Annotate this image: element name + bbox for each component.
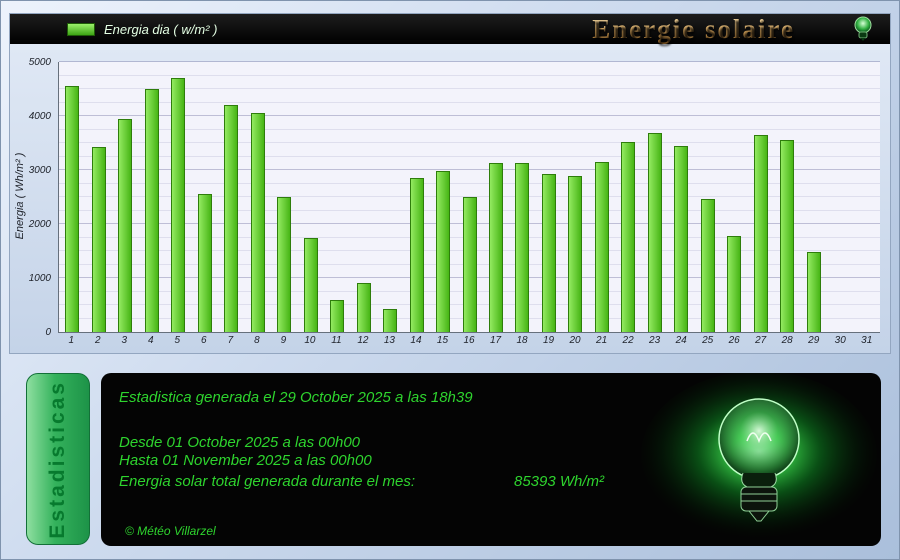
bar-day-15 <box>436 171 451 332</box>
x-tick-label: 14 <box>410 335 422 346</box>
bar-day-13 <box>383 308 398 332</box>
x-tick-label: 24 <box>675 335 687 346</box>
stats-total-label: Energia solar total generada durante el … <box>119 473 416 490</box>
x-tick-label: 13 <box>383 335 395 346</box>
bar-day-7 <box>224 105 239 332</box>
bar-day-20 <box>568 175 583 332</box>
bar-day-17 <box>488 162 503 332</box>
bar-day-29 <box>806 252 821 332</box>
x-tick-label: 5 <box>174 335 181 346</box>
bar-day-10 <box>303 237 318 332</box>
x-tick-label: 10 <box>304 335 316 346</box>
bar-day-19 <box>541 173 556 332</box>
x-tick-label: 15 <box>436 335 449 346</box>
bar-day-28 <box>780 139 795 332</box>
bar-day-27 <box>753 134 768 332</box>
chart-header: Energia dia ( w/m² ) Energie solaire <box>10 14 890 44</box>
y-tick-label: 2000 <box>28 219 51 230</box>
x-tick-label: 21 <box>596 335 608 346</box>
x-tick-label: 6 <box>201 335 207 346</box>
bar-day-14 <box>409 178 424 332</box>
x-tick-label: 25 <box>702 335 714 346</box>
x-tick-label: 9 <box>280 335 287 346</box>
stats-panel: Estadistica generada el 29 October 2025 … <box>101 373 881 546</box>
x-tick-label: 28 <box>781 335 793 346</box>
x-axis-ticks: 1 2 3 4 5 6 7 8 9 10 11 12 13 14 15 16 17 18 19 20 21 22 23 24 2… <box>58 335 880 351</box>
x-tick-label: 20 <box>569 335 581 346</box>
y-tick-label: 0 <box>45 327 51 338</box>
x-tick-label: 18 <box>516 335 528 346</box>
bulb-icon <box>850 15 876 43</box>
stats-generated-line: Estadistica generada el 29 October 2025 … <box>119 389 473 406</box>
x-tick-label: 31 <box>861 335 873 346</box>
stats-tab[interactable]: Estadisticas <box>26 373 90 545</box>
y-tick-label: 5000 <box>28 57 51 68</box>
bar-day-21 <box>594 161 609 332</box>
y-tick-label: 1000 <box>28 273 51 284</box>
x-tick-label: 30 <box>834 335 846 346</box>
chart-body: Energia ( Wh/m² ) 0 1000 2000 3000 4000 5000 … <box>10 44 890 353</box>
bar-day-22 <box>621 141 636 332</box>
legend-swatch <box>67 22 95 36</box>
x-tick-label: 16 <box>463 335 475 346</box>
bar-day-6 <box>197 194 212 332</box>
x-tick-label: 26 <box>728 335 740 346</box>
bar-day-25 <box>700 198 715 332</box>
x-tick-label: 17 <box>489 335 502 346</box>
x-tick-label: 3 <box>121 335 128 346</box>
bar-day-24 <box>674 145 689 332</box>
legend-label: Energia dia ( w/m² ) <box>104 21 218 37</box>
x-tick-label: 22 <box>622 335 634 346</box>
bar-day-9 <box>277 197 292 332</box>
glowing-bulb-image <box>631 373 881 546</box>
energy-chart-panel: Energia dia ( w/m² ) Energie solaire <box>9 13 891 354</box>
x-tick-label: 19 <box>542 335 555 346</box>
x-tick-label: 23 <box>649 335 661 346</box>
bar-day-4 <box>144 89 159 332</box>
app-title: Energie solaire <box>592 13 795 44</box>
bar-day-11 <box>330 299 345 332</box>
x-tick-label: 4 <box>148 335 154 346</box>
stats-total-value: 85393 Wh/m² <box>514 473 605 490</box>
x-tick-label: 11 <box>331 335 342 346</box>
bar-day-8 <box>250 113 265 332</box>
x-tick-label: 2 <box>94 335 101 346</box>
plot-area <box>58 61 880 333</box>
bar-day-23 <box>647 133 662 332</box>
bar-day-16 <box>462 197 477 332</box>
x-tick-label: 12 <box>357 335 369 346</box>
stats-from-line: Desde 01 October 2025 a las 00h00 <box>119 434 361 451</box>
x-tick-label: 27 <box>755 335 767 346</box>
y-axis-ticks: 0 1000 2000 3000 4000 5000 <box>10 57 54 338</box>
bar-day-12 <box>356 283 371 332</box>
x-tick-label: 29 <box>808 335 820 346</box>
bar-day-18 <box>515 162 530 332</box>
x-tick-label: 8 <box>254 335 260 346</box>
stats-tab-label: Estadisticas <box>46 379 69 539</box>
copyright: © Météo Villarzel <box>125 524 216 538</box>
x-tick-label: 1 <box>68 335 75 346</box>
bar-day-1 <box>65 86 80 332</box>
bar-day-3 <box>118 118 133 332</box>
x-tick-label: 7 <box>227 335 234 346</box>
bar-day-2 <box>91 147 106 332</box>
stats-to-line: Hasta 01 November 2025 a las 00h00 <box>119 452 372 469</box>
bar-day-26 <box>727 235 742 332</box>
y-tick-label: 4000 <box>28 111 51 122</box>
bar-day-5 <box>171 78 186 332</box>
y-tick-label: 3000 <box>28 165 51 176</box>
